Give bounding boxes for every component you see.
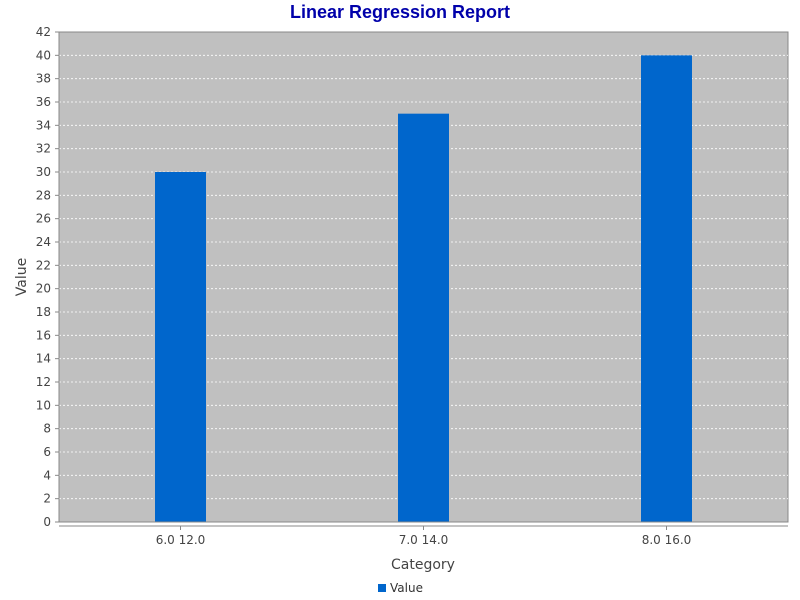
y-tick-label: 14	[36, 352, 51, 366]
y-tick-label: 8	[43, 422, 51, 436]
bars	[155, 55, 692, 523]
y-tick-label: 2	[43, 492, 51, 506]
y-tick-label: 10	[36, 398, 51, 412]
y-tick-label: 32	[36, 142, 51, 156]
bar	[398, 113, 449, 523]
y-tick-label: 16	[36, 328, 51, 342]
y-tick-label: 36	[36, 95, 51, 109]
y-tick-label: 38	[36, 72, 51, 86]
y-tick-label: 4	[43, 468, 51, 482]
x-tick-label: 6.0 12.0	[156, 533, 206, 547]
y-tick-label: 40	[36, 48, 51, 62]
legend-swatch	[378, 584, 386, 592]
y-tick-label: 26	[36, 212, 51, 226]
x-tick-label: 8.0 16.0	[642, 533, 692, 547]
y-tick-label: 6	[43, 445, 51, 459]
y-tick-label: 34	[36, 118, 51, 132]
x-axis-ticks: 6.0 12.0 7.0 14.0 8.0 16.0	[156, 526, 692, 547]
x-tick-label: 7.0 14.0	[399, 533, 449, 547]
legend: Value	[378, 581, 423, 595]
y-tick-label: 18	[36, 305, 51, 319]
bar	[641, 55, 692, 522]
y-axis-label: Value	[14, 258, 30, 296]
x-axis-label: Category	[391, 557, 455, 573]
y-tick-label: 22	[36, 258, 51, 272]
y-tick-label: 12	[36, 375, 51, 389]
legend-label: Value	[390, 581, 423, 595]
y-tick-label: 20	[36, 282, 51, 296]
y-tick-label: 42	[36, 25, 51, 39]
bar	[155, 172, 206, 522]
y-tick-label: 28	[36, 188, 51, 202]
y-tick-label: 30	[36, 165, 51, 179]
y-tick-label: 0	[43, 515, 51, 529]
y-tick-label: 24	[36, 235, 51, 249]
chart-title: Linear Regression Report	[290, 2, 510, 22]
